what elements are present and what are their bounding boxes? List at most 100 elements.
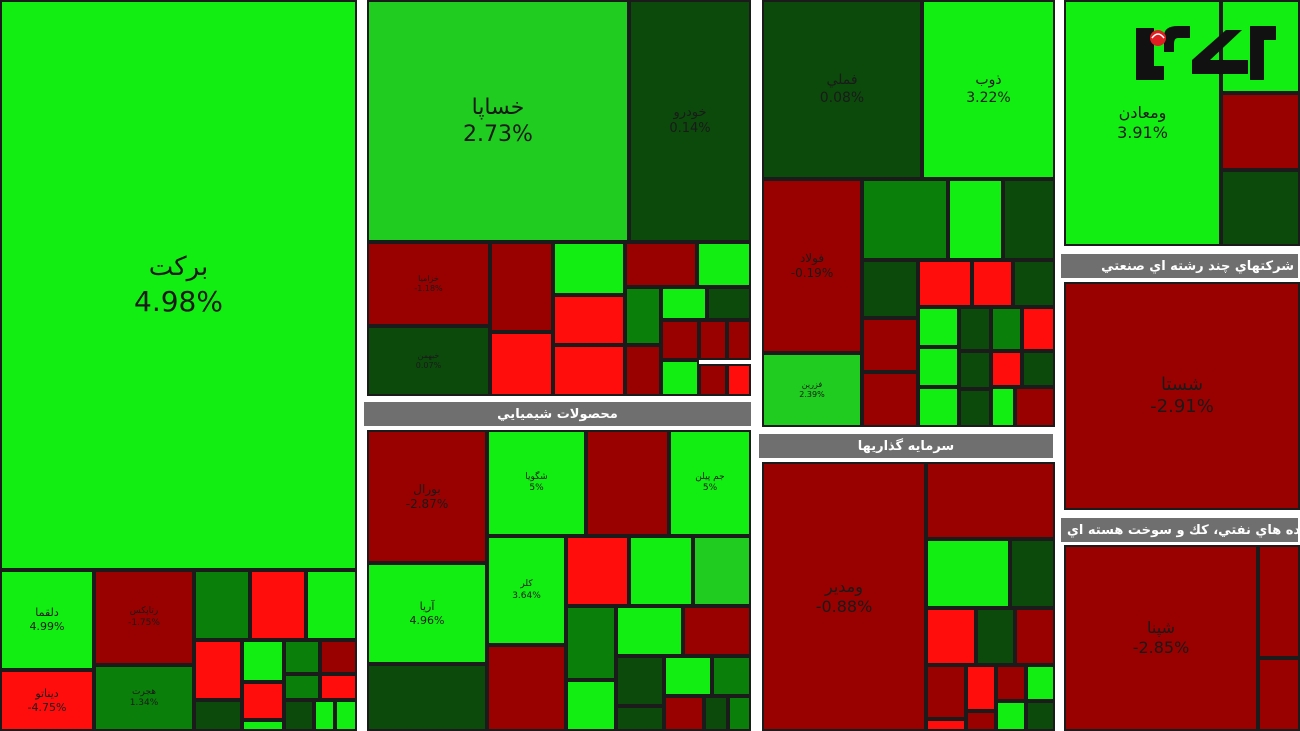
- tile-symbol: شپنا: [1147, 618, 1175, 637]
- treemap-cell: [566, 536, 629, 606]
- treemap-cell: [242, 640, 284, 682]
- treemap-cell: [966, 665, 996, 711]
- treemap-cell: [1015, 387, 1055, 427]
- treemap-cell: [553, 295, 625, 345]
- treemap-tile: جم پيلن 5%: [669, 430, 751, 536]
- treemap-cell: [972, 260, 1013, 307]
- treemap-cell: [683, 606, 751, 656]
- treemap-cell: [926, 719, 966, 731]
- treemap-cell: [194, 570, 250, 640]
- treemap-cell: [320, 640, 357, 674]
- treemap-cell: [661, 287, 707, 320]
- treemap-cell: [699, 364, 727, 396]
- treemap-cell: [926, 665, 966, 719]
- treemap-cell: [712, 656, 751, 696]
- tile-symbol: فزرين: [801, 380, 823, 389]
- treemap-cell: [306, 570, 357, 640]
- tile-symbol: شگويا: [525, 471, 548, 482]
- tile-change: 0.14%: [669, 121, 711, 136]
- treemap-cell: [862, 318, 918, 372]
- treemap-cell: [996, 665, 1026, 701]
- tile-change: 2.39%: [799, 390, 825, 399]
- treemap-cell: [1026, 701, 1055, 731]
- treemap-cell: [1258, 545, 1300, 658]
- tile-symbol: بورال: [413, 481, 441, 496]
- treemap-tile: آريا 4.96%: [367, 563, 487, 664]
- treemap-cell: [1010, 539, 1055, 608]
- tile-symbol: دلقما: [35, 606, 59, 620]
- treemap-cell: [616, 606, 683, 656]
- treemap-cell: [1022, 307, 1055, 351]
- tile-symbol: خساپا: [471, 94, 525, 120]
- tile-change: 0.07%: [415, 361, 442, 370]
- treemap-cell: [1003, 179, 1055, 260]
- treemap-tile: شستا -2.91%: [1064, 282, 1300, 510]
- treemap-cell: [926, 462, 1055, 539]
- treemap-tile: فزرين 2.39%: [762, 353, 862, 427]
- tile-change: -0.88%: [815, 596, 873, 616]
- tile-symbol: ذوب: [975, 72, 1002, 88]
- treemap-cell: [727, 320, 751, 360]
- treemap-cell: [625, 242, 697, 287]
- treemap-tile: خزامیا -1.18%: [367, 242, 490, 326]
- treemap-tile: فملي 0.08%: [762, 0, 922, 179]
- treemap-tile: بورال -2.87%: [367, 430, 487, 563]
- tile-symbol: فولاد: [799, 251, 825, 265]
- tile-symbol: بركت: [148, 252, 209, 283]
- treemap-cell: [242, 720, 284, 731]
- treemap-cell: [490, 242, 553, 332]
- treemap-cell: [553, 345, 625, 396]
- treemap-cell: [728, 696, 751, 731]
- treemap-tile: ومدير -0.88%: [762, 462, 926, 731]
- tile-change: 5%: [529, 483, 544, 493]
- treemap-cell: [926, 608, 976, 665]
- treemap-cell: [862, 260, 918, 318]
- treemap-cell: [629, 536, 693, 606]
- sector-divider: [1059, 510, 1300, 516]
- treemap-tile: بركت 4.98%: [0, 0, 357, 570]
- sector-header-petroleum: فرآورده هاي نفتي، كك و سوخت هسته اي: [1059, 516, 1300, 544]
- treemap-cell: [948, 179, 1003, 260]
- tile-change: 4.96%: [409, 613, 445, 627]
- tile-change: 4.99%: [29, 620, 65, 633]
- treemap-cell: [487, 645, 566, 731]
- tile-symbol: ومدير: [825, 576, 863, 596]
- treemap-cell: [625, 287, 661, 345]
- treemap-cell: [991, 307, 1022, 351]
- sector-divider: [1059, 246, 1300, 252]
- treemap-cell: [625, 345, 661, 396]
- tile-symbol: آريا: [419, 599, 435, 613]
- tile-symbol: هجرت: [132, 686, 156, 697]
- treemap-cell: [284, 674, 320, 700]
- sector-divider: [1055, 0, 1064, 731]
- sector-divider: [357, 0, 367, 731]
- treemap-tile: ذوب 3.22%: [922, 0, 1055, 179]
- treemap-cell: [284, 700, 314, 731]
- tile-change: -2.87%: [405, 496, 449, 511]
- sector-header-industrial: شركتهاي چند رشته اي صنعتي: [1059, 252, 1300, 280]
- tile-symbol: كلر: [520, 579, 533, 590]
- rokna-logo: [1136, 26, 1276, 80]
- treemap-cell: [1258, 658, 1300, 731]
- tile-change: -1.75%: [128, 617, 160, 628]
- treemap-cell: [553, 242, 625, 295]
- treemap-cell: [616, 706, 664, 731]
- treemap-cell: [664, 696, 704, 731]
- tile-change: -4.75%: [27, 700, 67, 714]
- treemap-cell: [918, 387, 959, 427]
- treemap-cell: [194, 640, 242, 700]
- treemap-cell: [1221, 170, 1300, 246]
- treemap-cell: [959, 307, 991, 351]
- treemap-cell: [320, 674, 357, 700]
- tile-symbol: رتاپكس: [129, 606, 159, 617]
- sector-header-investments: سرمايه گذاريها: [757, 432, 1055, 460]
- treemap-cell: [1221, 93, 1300, 170]
- tile-change: -1.18%: [414, 284, 443, 293]
- tile-symbol: ديناتو: [35, 686, 59, 700]
- treemap-cell: [586, 430, 669, 536]
- treemap-cell: [727, 364, 751, 396]
- tile-change: 4.98%: [134, 284, 223, 318]
- treemap-tile: ديناتو -4.75%: [0, 670, 94, 731]
- treemap-cell: [959, 389, 991, 427]
- treemap-tile: خبهمن 0.07%: [367, 326, 490, 396]
